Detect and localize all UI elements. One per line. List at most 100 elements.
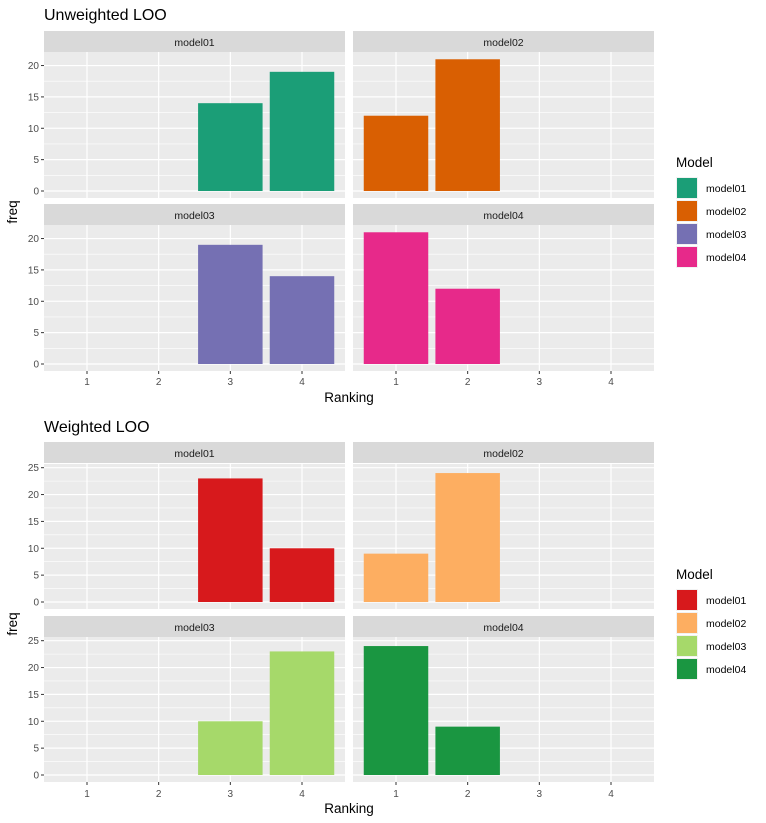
bar-model02-rank-2 [435,473,500,602]
bar-model03-rank-4 [269,651,335,775]
y-tick-label: 10 [28,297,40,308]
chart-1: Unweighted LOOmodel0105101520model02mode… [5,7,746,405]
y-tick-label: 15 [28,265,40,276]
y-tick-label: 15 [28,517,40,528]
x-tick-label: 1 [84,377,90,388]
facet-strip [44,442,345,463]
y-tick-label: 10 [28,544,40,555]
x-tick-label: 1 [393,789,399,800]
facet-panel-model04: model04 1 2 3 4 [353,616,654,800]
chart-2: Weighted LOOmodel010510152025model02mode… [5,419,746,816]
facet-panel-model01: model01 0 5 10 15 20 [28,31,345,198]
legend-label-model03: model03 [706,641,746,653]
facet-strip-label: model03 [174,210,214,222]
y-tick-label: 10 [28,124,40,135]
facet-strip [353,442,654,463]
bar-model04-rank-2 [435,288,500,364]
facet-panel-model03: model03 0 5 10 15 20 1 2 3 4 [28,204,345,388]
bar-model02-rank-2 [435,59,500,191]
legend-swatch-model02 [677,201,697,221]
legend-swatch-model01 [677,590,697,610]
bar-model03-rank-3 [198,244,263,364]
x-tick-label: 2 [156,377,162,388]
facet-strip [44,204,345,225]
facet-strip-label: model04 [483,622,523,634]
legend: Model model01 model02 model03 model04 [676,155,746,268]
y-axis-title: freq [5,200,20,223]
facet-strip-label: model01 [174,448,214,460]
bar-model04-rank-1 [363,232,429,364]
legend-label-model02: model02 [706,206,746,218]
bar-model01-rank-4 [269,71,335,191]
facet-strip-label: model02 [483,448,523,460]
facet-panel-model02: model02 [353,442,654,609]
legend-label-model01: model01 [706,183,746,195]
legend-label-model01: model01 [706,595,746,607]
bar-model04-rank-1 [363,646,429,775]
chart-title: Unweighted LOO [44,7,167,24]
bar-model03-rank-4 [269,276,335,364]
y-tick-label: 20 [28,61,40,72]
legend-swatch-model04 [677,247,697,267]
bar-model01-rank-3 [198,478,263,602]
y-axis-title: freq [5,612,20,635]
x-tick-label: 3 [228,789,234,800]
legend-swatch-model03 [677,224,697,244]
y-tick-label: 25 [28,463,40,474]
y-tick-label: 0 [33,598,39,609]
x-tick-label: 4 [608,789,614,800]
x-tick-label: 1 [84,789,90,800]
facet-panel-model04: model04 1 2 3 4 [353,204,654,388]
y-tick-label: 20 [28,490,40,501]
y-tick-label: 0 [33,187,39,198]
facet-strip-label: model01 [174,37,214,49]
legend-swatch-model01 [677,178,697,198]
x-tick-label: 4 [608,377,614,388]
y-tick-label: 0 [33,360,39,371]
x-tick-label: 3 [537,377,543,388]
x-tick-label: 4 [299,377,305,388]
y-tick-label: 5 [33,328,39,339]
y-tick-label: 20 [28,234,40,245]
bar-model01-rank-3 [198,103,263,191]
legend-title: Model [676,567,713,582]
y-tick-label: 20 [28,663,40,674]
x-tick-label: 3 [537,789,543,800]
bar-model02-rank-1 [363,115,429,191]
legend-label-model04: model04 [706,252,746,264]
legend: Model model01 model02 model03 model04 [676,567,746,680]
y-tick-label: 15 [28,690,40,701]
x-tick-label: 2 [465,377,471,388]
legend-label-model04: model04 [706,664,746,676]
x-tick-label: 2 [465,789,471,800]
facet-panel-model01: model01 0 5 10 15 20 25 [28,442,345,609]
x-tick-label: 1 [393,377,399,388]
legend-label-model02: model02 [706,618,746,630]
legend-swatch-model04 [677,659,697,679]
facet-panel-model03: model03 0 5 10 15 20 25 1 2 3 4 [28,616,345,800]
y-tick-label: 10 [28,717,40,728]
y-tick-label: 15 [28,92,40,103]
facet-strip [353,31,654,52]
x-tick-label: 2 [156,789,162,800]
y-tick-label: 0 [33,771,39,782]
facet-strip [44,616,345,637]
x-axis-title: Ranking [324,801,374,816]
chart-title: Weighted LOO [44,419,150,436]
bar-model02-rank-1 [363,553,429,602]
y-tick-label: 25 [28,636,40,647]
facet-strip-label: model02 [483,37,523,49]
facet-strip-label: model04 [483,210,523,222]
facet-strip [353,204,654,225]
legend-title: Model [676,155,713,170]
bar-model04-rank-2 [435,726,500,775]
y-tick-label: 5 [33,744,39,755]
x-tick-label: 4 [299,789,305,800]
facet-strip [44,31,345,52]
legend-label-model03: model03 [706,229,746,241]
facet-panel-model02: model02 [353,31,654,198]
bar-model03-rank-3 [198,721,263,775]
bar-model01-rank-4 [269,548,335,602]
y-tick-label: 5 [33,155,39,166]
